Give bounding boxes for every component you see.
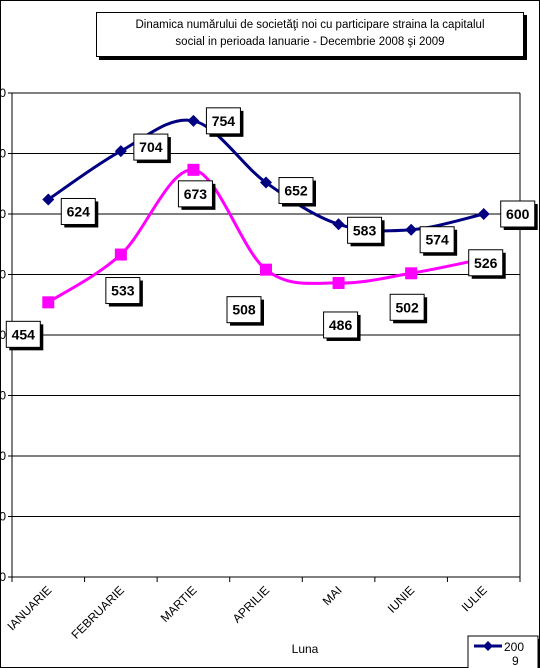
- data-label-box: [347, 216, 383, 244]
- data-label-text: 533: [111, 283, 135, 299]
- y-tick-label: 0: [0, 570, 6, 584]
- x-tick-label-mai: MAI: [320, 583, 345, 608]
- data-label-0-6: 600: [500, 200, 538, 230]
- legend-label-line: 200: [504, 640, 524, 654]
- marker-square-1-0: [42, 296, 55, 309]
- marker-diamond-0-6: [477, 208, 490, 220]
- marker-diamond-0-5: [405, 223, 418, 236]
- marker-square-1-5: [405, 267, 418, 280]
- data-label-1-5: 502: [389, 293, 428, 324]
- data-label-1-3: 508: [226, 296, 264, 326]
- data-label-box: [468, 249, 504, 277]
- data-label-0-2: 754: [205, 107, 244, 137]
- data-label-0-3: 652: [278, 177, 316, 207]
- data-label-text: 502: [395, 299, 419, 315]
- data-label-text: 583: [353, 222, 377, 238]
- y-tick-label: 300: [0, 389, 6, 403]
- data-label-text: 526: [474, 255, 498, 271]
- data-label-1-1: 533: [105, 277, 143, 307]
- data-label-box: [278, 177, 314, 205]
- legend-label-line: 9: [512, 654, 519, 668]
- chart-title: Dinamica numărului de societăţi noi cu p…: [96, 12, 524, 57]
- data-label-box: [205, 107, 241, 135]
- data-label-text: 624: [67, 203, 91, 219]
- marker-diamond-0-1: [114, 145, 127, 158]
- legend-marker-diamond: [483, 641, 493, 651]
- data-label-text: 508: [232, 302, 256, 318]
- data-label-1-6: 526: [468, 249, 506, 279]
- gridlines: [12, 92, 520, 517]
- x-tick-labels: IANUARIE FEBRUARIE MARTIE APRILIE MAI IUNIE IU…: [4, 583, 489, 641]
- y-tick-label: 400: [0, 328, 6, 342]
- data-label-box: [323, 311, 359, 339]
- marker-square-1-2: [187, 163, 200, 176]
- data-labels: 624 704 754 652 583 574 600 454 533 673 508 486 502 5…: [5, 107, 538, 351]
- data-label-text: 600: [506, 206, 530, 222]
- marker-diamond-0-2: [187, 114, 200, 127]
- marker-diamond-0-0: [42, 193, 55, 206]
- data-label-box: [500, 200, 536, 228]
- data-label-text: 454: [12, 326, 36, 342]
- data-label-text: 652: [284, 183, 308, 199]
- data-label-text: 754: [212, 113, 236, 129]
- data-label-text: 673: [184, 186, 208, 202]
- y-tick-label: 700: [0, 147, 6, 161]
- y-tick-label: 500: [0, 268, 6, 282]
- legend-label: 200 9: [504, 640, 524, 668]
- data-label-box: [60, 197, 96, 225]
- y-tick-label: 600: [0, 207, 6, 221]
- y-tick-label: 800: [0, 86, 6, 100]
- data-label-box: [133, 133, 169, 161]
- x-tick-label-februarie: FEBRUARIE: [69, 583, 127, 641]
- data-label-text: 486: [329, 317, 353, 333]
- y-tick-label: 100: [0, 510, 6, 524]
- x-axis-title: Luna: [292, 642, 319, 656]
- chart-title-line-1: Dinamica numărului de societăţi noi cu p…: [135, 19, 485, 31]
- data-label-box: [226, 296, 262, 324]
- data-label-1-4: 486: [323, 311, 361, 341]
- data-label-text: 704: [139, 139, 163, 155]
- marker-square-1-3: [260, 263, 272, 276]
- x-tick-label-iulie: IULIE: [459, 583, 490, 614]
- y-tick-labels: 0 100 200 300 400 500 600 700 800: [0, 86, 6, 584]
- y-tick-label: 200: [0, 449, 6, 463]
- marker-diamond-0-3: [260, 176, 272, 189]
- data-label-box: [177, 180, 213, 208]
- data-label-0-4: 583: [347, 216, 385, 247]
- x-tick-label-aprilie: APRILIE: [230, 583, 272, 625]
- chart-title-line-2: social in perioada Ianuarie - Decembrie …: [175, 36, 445, 48]
- marker-square-1-4: [332, 276, 345, 289]
- x-tick-label-ianuarie: IANUARIE: [4, 583, 54, 633]
- series-markers: [42, 114, 490, 309]
- x-tick-label-martie: MARTIE: [158, 583, 200, 625]
- data-label-box: [419, 226, 455, 254]
- data-label-1-0: 454: [5, 320, 44, 351]
- axes: [8, 92, 521, 582]
- legend: 200 9: [467, 635, 540, 668]
- data-label-box: [105, 277, 141, 305]
- data-label-0-1: 704: [133, 133, 171, 164]
- data-label-text: 574: [425, 232, 449, 248]
- data-label-1-2: 673: [177, 180, 216, 210]
- x-tick-label-iunie: IUNIE: [385, 583, 418, 616]
- data-label-0-5: 574: [419, 226, 458, 256]
- data-label-box: [5, 320, 41, 348]
- legend-box: [467, 635, 539, 668]
- data-label-0-0: 624: [60, 197, 99, 228]
- data-label-box: [389, 293, 425, 321]
- marker-diamond-0-4: [332, 218, 345, 231]
- marker-square-1-1: [114, 248, 127, 261]
